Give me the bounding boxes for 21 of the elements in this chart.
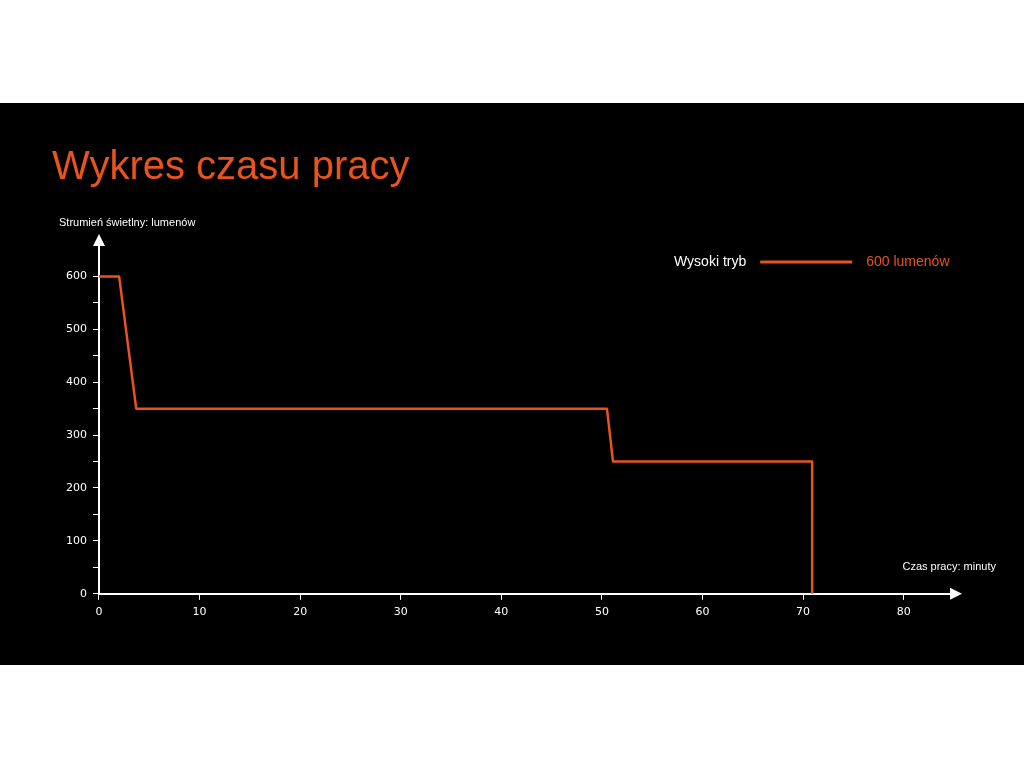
x-tick-label: 40 [494, 605, 509, 619]
y-tick-label: 500 [66, 322, 87, 336]
y-tick-label: 400 [66, 375, 87, 389]
y-tick-label: 200 [66, 480, 87, 494]
x-tick-label: 30 [393, 605, 408, 619]
x-tick-label: 60 [695, 605, 710, 619]
x-tick-label: 80 [896, 605, 911, 619]
annotation: 600 lumenów [866, 252, 951, 269]
y-tick-label: 300 [66, 427, 87, 441]
y-axis-title: Strumień świetlny: lumenów [59, 216, 196, 228]
y-tick-label: 600 [66, 269, 87, 283]
chart-title: Wykres czasu pracy [52, 143, 410, 187]
text: Wysoki tryb [674, 252, 747, 269]
x-tick-label: 10 [192, 605, 207, 619]
x-tick-label: 70 [796, 605, 811, 619]
x-tick-label: 0 [95, 605, 103, 619]
x-tick-label: 50 [594, 605, 609, 619]
y-tick-label: 100 [66, 533, 87, 547]
x-tick-label: 20 [293, 605, 308, 619]
x-axis-title: Czas pracy: minuty [902, 559, 997, 572]
y-tick-label: 0 [80, 586, 87, 600]
